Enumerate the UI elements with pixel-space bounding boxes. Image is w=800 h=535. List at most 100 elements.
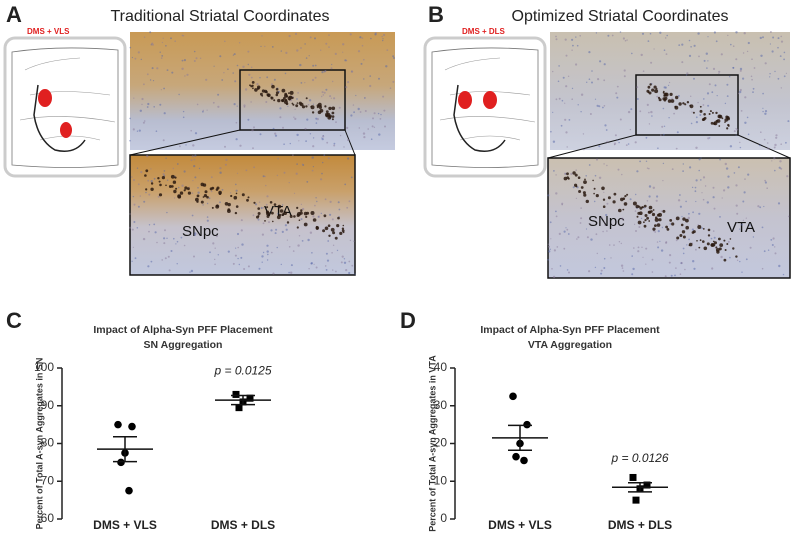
cell	[762, 36, 764, 39]
cell	[167, 255, 170, 258]
cell	[385, 65, 388, 68]
cell	[759, 206, 762, 209]
cell	[605, 129, 608, 131]
neuron	[170, 174, 175, 179]
cell	[370, 138, 373, 140]
cell	[148, 193, 151, 196]
cell	[350, 114, 353, 117]
cell	[694, 190, 697, 193]
cell	[705, 52, 708, 55]
cell	[260, 45, 262, 48]
cell	[743, 32, 746, 35]
cell	[766, 187, 768, 189]
cell	[651, 271, 654, 273]
neuron	[607, 196, 611, 200]
cell	[750, 75, 753, 78]
neuron	[233, 195, 238, 200]
cell	[173, 237, 175, 240]
cell	[137, 51, 140, 54]
neuron	[296, 226, 299, 229]
neuron	[286, 221, 290, 224]
cell	[703, 59, 706, 62]
cell	[262, 251, 265, 254]
neuron	[327, 224, 331, 227]
cell	[247, 50, 250, 53]
cell	[635, 230, 637, 232]
cell	[297, 92, 299, 94]
cell	[232, 262, 235, 265]
cell	[312, 64, 315, 67]
cell	[225, 158, 228, 161]
cell	[261, 35, 263, 37]
neuron	[246, 198, 249, 202]
cell	[219, 55, 222, 58]
cell	[562, 76, 565, 79]
neuron	[706, 242, 710, 246]
cell	[752, 236, 755, 238]
cell	[248, 73, 251, 76]
neuron	[688, 244, 691, 247]
neuron	[682, 102, 685, 105]
cell	[664, 86, 667, 89]
cell	[136, 227, 139, 229]
data-point	[629, 473, 637, 481]
cell	[695, 200, 697, 203]
cell	[353, 240, 355, 242]
neuron	[638, 205, 641, 208]
cell	[320, 178, 323, 181]
x-tick-label: DMS + VLS	[488, 518, 552, 532]
neuron	[277, 204, 282, 209]
data-point	[128, 422, 136, 431]
cell	[555, 210, 557, 213]
cell	[692, 211, 694, 214]
cell	[688, 238, 690, 241]
cell	[314, 204, 316, 207]
cell	[648, 167, 650, 170]
cell	[346, 126, 349, 129]
cell	[323, 91, 326, 94]
cell	[224, 163, 227, 166]
cell	[252, 214, 255, 217]
cell	[618, 241, 621, 243]
cell	[561, 99, 564, 102]
cell	[237, 257, 239, 260]
cell	[322, 135, 325, 138]
stain-texture	[547, 157, 790, 279]
neuron	[578, 190, 582, 193]
cell	[679, 194, 681, 196]
cell	[285, 228, 288, 231]
cell	[704, 185, 707, 187]
neuron	[215, 188, 219, 191]
cell	[653, 48, 655, 50]
cell	[340, 261, 343, 264]
neuron	[241, 193, 245, 197]
cell	[151, 67, 154, 70]
cell	[571, 98, 573, 100]
cell	[346, 206, 349, 209]
neuron	[310, 105, 313, 108]
cell	[629, 198, 632, 201]
cell	[164, 257, 167, 260]
cell	[345, 269, 348, 272]
cell	[747, 41, 750, 45]
cell	[266, 76, 269, 79]
neuron	[724, 121, 726, 123]
cell	[286, 239, 288, 241]
cell	[709, 137, 711, 139]
cell	[610, 257, 612, 259]
cell	[392, 80, 395, 83]
inset-box	[239, 69, 346, 131]
cell	[729, 76, 731, 78]
cell	[266, 244, 269, 247]
neuron	[714, 241, 717, 245]
data-point	[246, 394, 254, 402]
neuron	[252, 87, 254, 90]
cell	[364, 110, 367, 112]
cell	[185, 144, 187, 146]
neuron	[718, 114, 723, 119]
neuron	[593, 192, 595, 195]
cell	[219, 171, 222, 174]
cell	[606, 202, 609, 205]
cell	[656, 241, 659, 243]
cell	[270, 229, 273, 232]
